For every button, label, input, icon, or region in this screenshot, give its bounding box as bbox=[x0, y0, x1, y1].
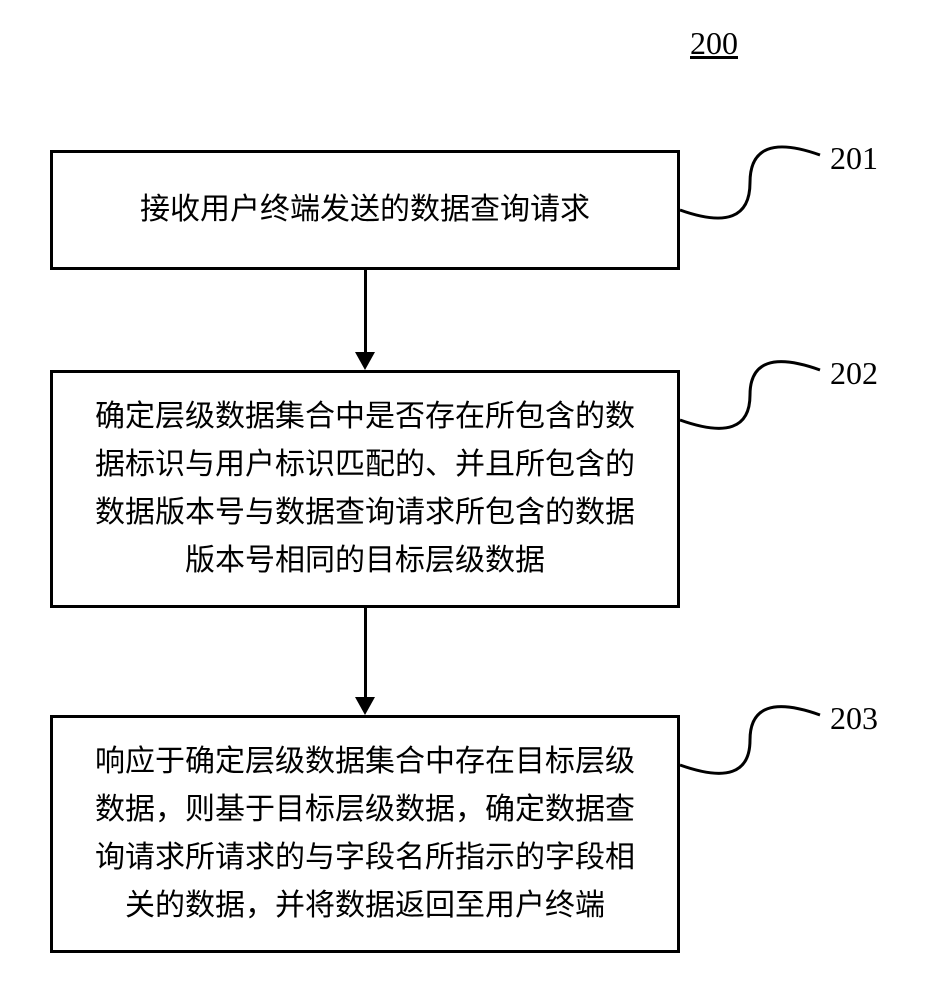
step-text: 响应于确定层级数据集合中存在目标层级数据，则基于目标层级数据，确定数据查询请求所… bbox=[83, 738, 647, 930]
flowchart-step-202: 确定层级数据集合中是否存在所包含的数据标识与用户标识匹配的、并且所包含的数据版本… bbox=[50, 370, 680, 608]
step-text: 接收用户终端发送的数据查询请求 bbox=[140, 186, 590, 234]
arrow-line-2 bbox=[364, 608, 367, 700]
connector-curve-202 bbox=[670, 340, 830, 450]
step-text: 确定层级数据集合中是否存在所包含的数据标识与用户标识匹配的、并且所包含的数据版本… bbox=[83, 393, 647, 585]
connector-curve-203 bbox=[670, 685, 830, 795]
flowchart-step-203: 响应于确定层级数据集合中存在目标层级数据，则基于目标层级数据，确定数据查询请求所… bbox=[50, 715, 680, 953]
diagram-number: 200 bbox=[690, 25, 738, 62]
connector-curve-201 bbox=[670, 125, 830, 240]
step-label-203: 203 bbox=[830, 700, 878, 737]
arrow-head-1 bbox=[355, 352, 375, 370]
flowchart-step-201: 接收用户终端发送的数据查询请求 bbox=[50, 150, 680, 270]
step-label-201: 201 bbox=[830, 140, 878, 177]
step-label-202: 202 bbox=[830, 355, 878, 392]
arrow-head-2 bbox=[355, 697, 375, 715]
arrow-line-1 bbox=[364, 270, 367, 355]
